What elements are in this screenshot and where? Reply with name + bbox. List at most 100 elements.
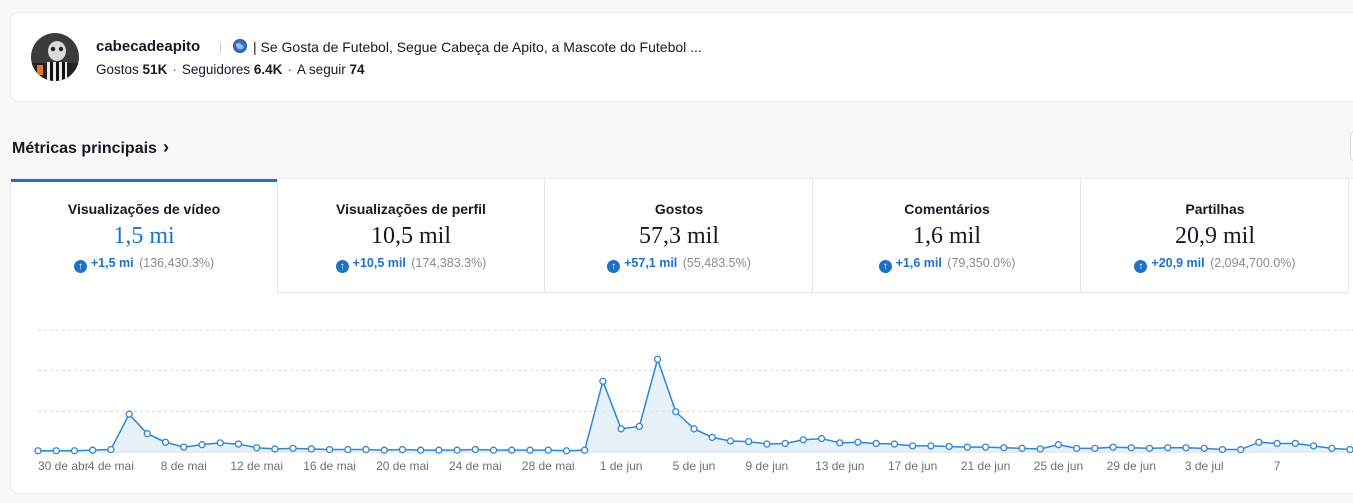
data-point[interactable] [690,425,698,433]
data-point[interactable] [1109,443,1117,451]
data-point[interactable] [1255,438,1263,446]
data-point[interactable] [1291,439,1299,448]
x-tick-label: 16 de mai [303,459,356,473]
data-point[interactable] [581,446,589,454]
data-point[interactable] [471,445,479,454]
data-point[interactable] [289,444,297,452]
data-point[interactable] [1091,444,1099,452]
arrow-up-icon: ↑ [335,260,349,273]
data-point[interactable] [1036,445,1044,453]
data-point[interactable] [562,447,571,455]
data-point[interactable] [1018,444,1026,452]
tab-shares[interactable]: Partilhas 20,9 mil ↑ +20,9 mil (2,094,700… [1082,179,1349,293]
profile-card: cabecadeapito | Se Gosta de Futebol, Seg… [10,12,1353,102]
data-point[interactable] [1073,444,1081,452]
data-point[interactable] [708,433,716,442]
tab-change: ↑ +1,5 mi (136,430.3%) [11,256,277,273]
following-count: 74 [349,62,365,77]
tab-percent: (55,483.5%) [682,256,751,270]
data-point[interactable] [34,447,42,455]
arrow-up-icon: ↑ [607,260,621,273]
data-point[interactable] [70,447,79,455]
data-point[interactable] [872,439,880,448]
data-point[interactable] [489,446,498,454]
data-point[interactable] [180,443,188,451]
tab-video-views[interactable]: Visualizações de vídeo 1,5 mi ↑ +1,5 mi (… [11,179,278,293]
data-point[interactable] [307,445,315,453]
data-point[interactable] [981,443,990,451]
data-point[interactable] [417,446,425,454]
data-point[interactable] [1237,445,1245,454]
metrics-panel: Visualizações de vídeo 1,5 mi ↑ +1,5 mi (… [10,178,1353,494]
following-label: A seguir [296,62,346,77]
avatar[interactable] [31,33,79,81]
key-metrics-link[interactable]: Métricas principais › [12,137,169,158]
data-point[interactable] [1054,441,1063,449]
data-point[interactable] [1218,445,1227,454]
data-point[interactable] [854,438,862,446]
data-point[interactable] [544,446,552,454]
followers-count: 6.4K [253,62,283,77]
data-point[interactable] [143,430,151,438]
data-point[interactable] [271,445,279,453]
tab-percent: (174,383.3%) [411,256,487,270]
data-point[interactable] [526,446,534,454]
data-point[interactable] [398,445,407,454]
data-point[interactable] [52,447,60,455]
data-point[interactable] [781,439,789,448]
data-point[interactable] [435,446,443,454]
x-tick-label: 4 de mai [88,459,134,473]
data-point[interactable] [234,440,243,448]
data-point[interactable] [745,437,753,446]
data-point[interactable] [1200,444,1208,452]
data-point[interactable] [362,445,370,454]
tab-profile-views[interactable]: Visualizações de perfil 10,5 mil ↑ +10,5 … [278,179,545,293]
x-tick-label: 8 de mai [161,459,207,473]
x-tick-label: 28 de mai [522,459,575,473]
data-point[interactable] [799,436,807,444]
data-point[interactable] [198,441,206,449]
data-point[interactable] [836,439,844,447]
data-point[interactable] [927,442,935,450]
data-point[interactable] [963,443,971,451]
data-point[interactable] [1127,444,1135,452]
data-point[interactable] [1182,444,1190,452]
data-point[interactable] [635,422,643,431]
data-point[interactable] [617,425,625,433]
data-point[interactable] [726,437,735,445]
profile-username[interactable]: cabecadeapito [96,38,201,55]
data-point[interactable] [344,445,352,454]
data-point[interactable] [1328,444,1336,452]
data-point[interactable] [890,440,899,448]
data-point[interactable] [89,446,97,454]
data-point[interactable] [1000,444,1008,452]
data-point[interactable] [1309,442,1318,450]
data-point[interactable] [453,446,461,454]
data-point[interactable] [653,355,662,363]
arrow-up-icon: ↑ [73,260,87,273]
data-point[interactable] [253,444,261,452]
data-point[interactable] [125,410,133,418]
data-point[interactable] [508,446,516,454]
data-point[interactable] [909,442,917,450]
data-point[interactable] [1145,444,1154,452]
data-point[interactable] [672,408,680,416]
profile-stats: Gostos 51K · Seguidores 6.4K · A seguir 74 [96,62,365,77]
data-point[interactable] [1346,445,1353,454]
data-point[interactable] [161,438,170,446]
data-point[interactable] [107,445,115,454]
data-point[interactable] [325,445,334,454]
data-point[interactable] [380,446,388,454]
tab-delta: +1,6 mil [895,256,942,270]
x-tick-label: 17 de jun [888,459,937,473]
data-point[interactable] [1164,444,1172,452]
tab-comments[interactable]: Comentários 1,6 mil ↑ +1,6 mil (79,350.0%… [814,179,1081,293]
data-point[interactable] [945,442,953,451]
tab-likes[interactable]: Gostos 57,3 mil ↑ +57,1 mil (55,483.5%) [546,179,813,293]
data-point[interactable] [599,377,607,385]
data-point[interactable] [817,434,826,443]
data-point[interactable] [763,440,771,448]
tab-value: 10,5 mil [370,223,451,249]
data-point[interactable] [1273,439,1281,448]
data-point[interactable] [216,439,224,447]
